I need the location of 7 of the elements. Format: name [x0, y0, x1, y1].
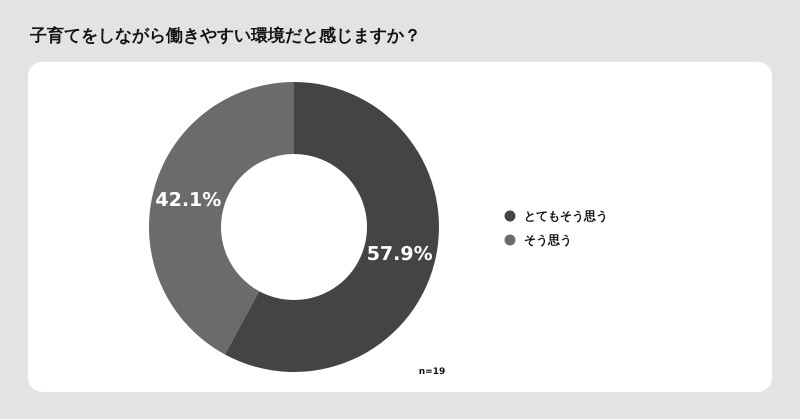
legend-label: とてもそう思う — [524, 209, 608, 223]
legend-label: そう思う — [524, 233, 572, 247]
text: n=19 — [418, 367, 446, 377]
chart-title: 子育てをしながら働きやすい環境だと感じますか？ — [29, 25, 421, 46]
donut-slice — [149, 82, 294, 354]
data-label: 57.9% — [366, 242, 433, 265]
data-label: 42.1% — [155, 189, 222, 212]
